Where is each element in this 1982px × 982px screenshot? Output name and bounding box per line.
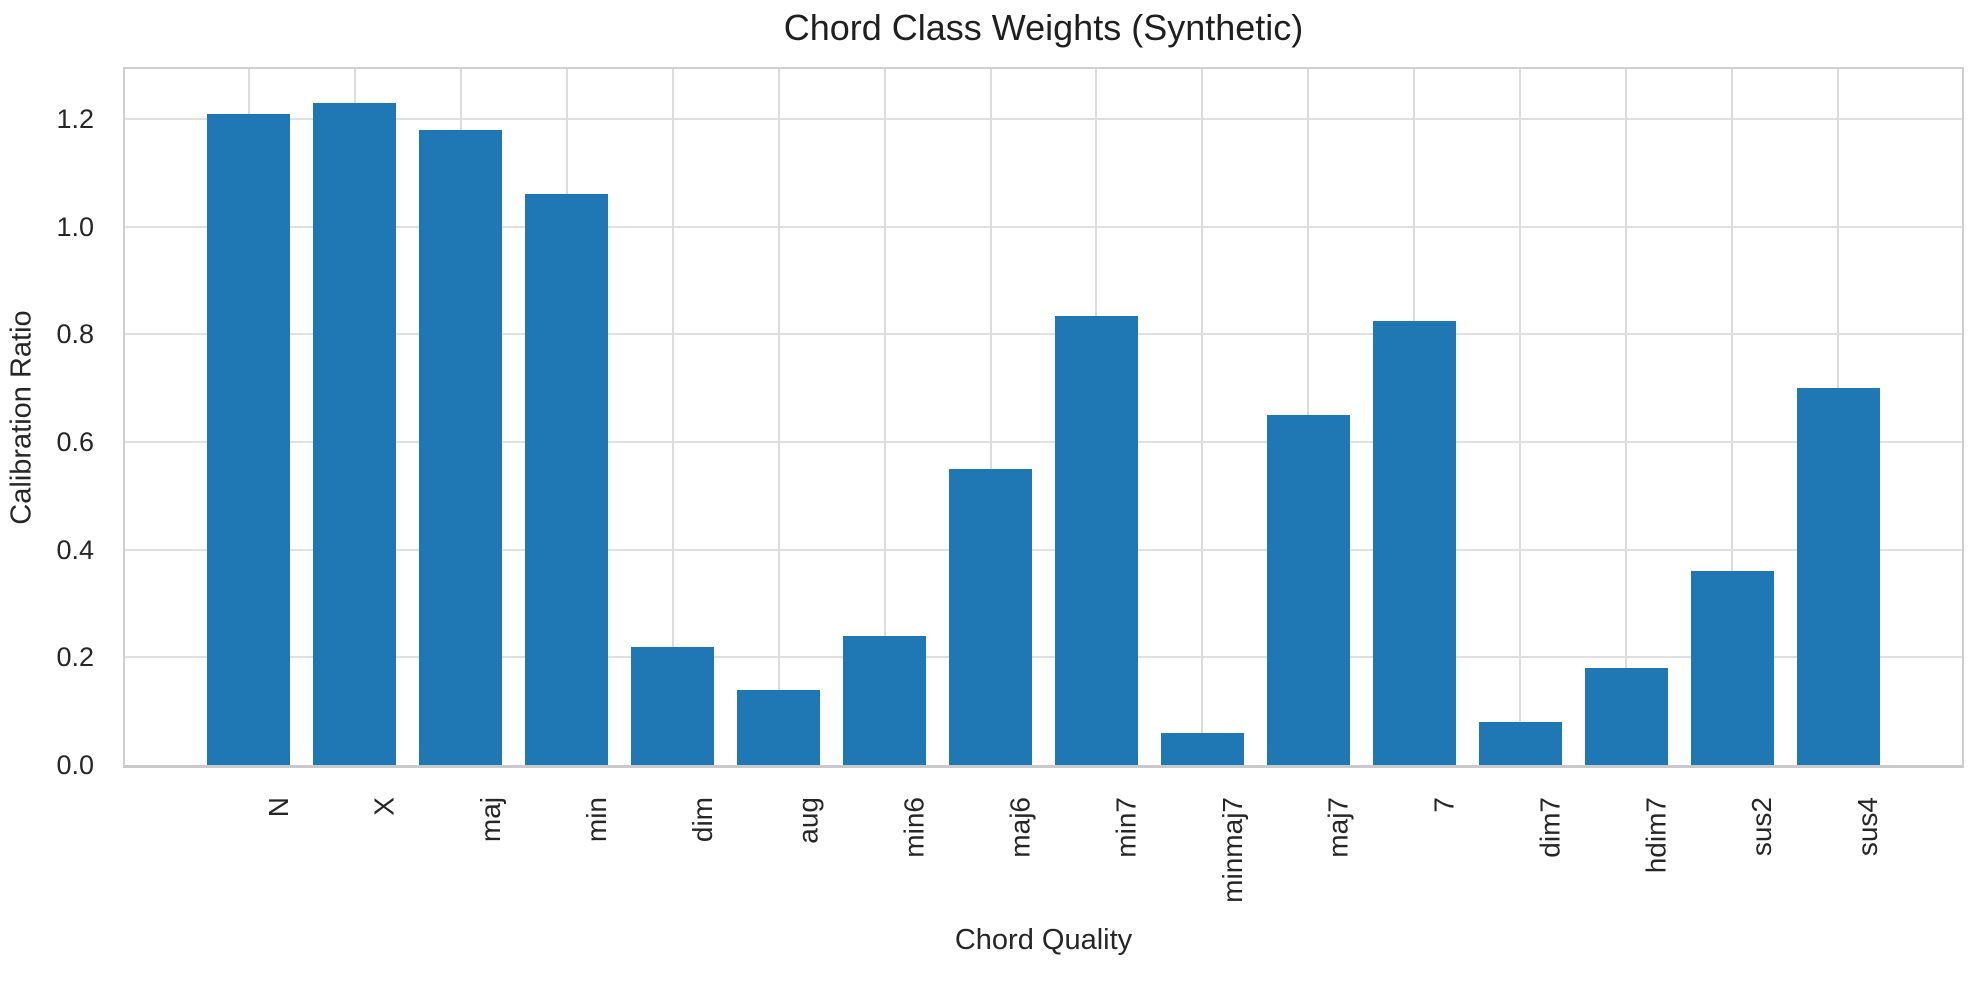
y-axis-label: Calibration Ratio: [5, 309, 38, 525]
bar-maj: [419, 129, 503, 765]
x-gridline: [1731, 69, 1734, 765]
bar-min7: [1054, 315, 1138, 765]
x-gridline: [1201, 69, 1204, 765]
y-tick-label: 0.0: [56, 750, 94, 780]
y-tick-label: 1.2: [56, 104, 94, 135]
x-gridline: [777, 69, 780, 765]
x-tick-label: min7: [1110, 797, 1142, 858]
x-tick-label: minmaj7: [1216, 797, 1248, 903]
bar-maj6: [949, 468, 1033, 765]
bar-7: [1372, 320, 1456, 765]
bar-minmaj7: [1160, 732, 1244, 765]
bar-aug: [737, 689, 821, 765]
bar-maj7: [1266, 415, 1350, 765]
x-tick-label: maj6: [1004, 797, 1036, 858]
y-gridline: [125, 225, 1962, 228]
y-axis-label-wrap: Calibration Ratio: [0, 69, 44, 765]
x-gridline: [1625, 69, 1628, 765]
y-tick-label: 1.0: [56, 211, 94, 242]
x-tick-label: dim7: [1534, 797, 1566, 858]
x-axis-label: Chord Quality: [954, 924, 1133, 956]
bar-dim: [631, 646, 715, 765]
bar-sus4: [1796, 388, 1880, 765]
y-gridline: [125, 333, 1962, 336]
y-tick-label: 0.6: [56, 427, 94, 458]
y-tick-label: 0.2: [56, 642, 94, 673]
x-tick-label: N: [262, 797, 294, 818]
x-tick-label: hdim7: [1640, 797, 1672, 874]
x-gridline: [883, 69, 886, 765]
y-gridline: [125, 441, 1962, 444]
x-tick-label: maj7: [1322, 797, 1354, 858]
x-tick-label: 7: [1428, 797, 1460, 813]
bar-hdim7: [1584, 668, 1668, 765]
y-gridline: [125, 656, 1962, 659]
x-tick-label: dim: [686, 797, 718, 843]
x-tick-label: sus4: [1852, 797, 1884, 857]
bar-N: [207, 113, 291, 765]
bar-sus2: [1690, 571, 1774, 765]
bar-min: [525, 194, 609, 765]
x-gridline: [989, 69, 992, 765]
x-tick-label: maj: [474, 797, 506, 843]
y-gridline: [125, 548, 1962, 551]
y-tick-label: 0.4: [56, 534, 94, 565]
x-tick-label: min6: [898, 797, 930, 858]
plot-area: [123, 67, 1964, 768]
bar-min6: [843, 635, 927, 765]
x-gridline: [1519, 69, 1522, 765]
x-gridline: [671, 69, 674, 765]
y-tick-label: 0.8: [56, 319, 94, 350]
bar-X: [313, 102, 397, 765]
x-tick-label: sus2: [1746, 797, 1778, 857]
chart-title: Chord Class Weights (Synthetic): [783, 7, 1304, 48]
bar-dim7: [1478, 721, 1562, 765]
x-tick-label: X: [368, 797, 400, 816]
x-tick-label: aug: [792, 797, 824, 844]
y-gridline: [125, 118, 1962, 121]
x-tick-label: min: [580, 797, 612, 843]
